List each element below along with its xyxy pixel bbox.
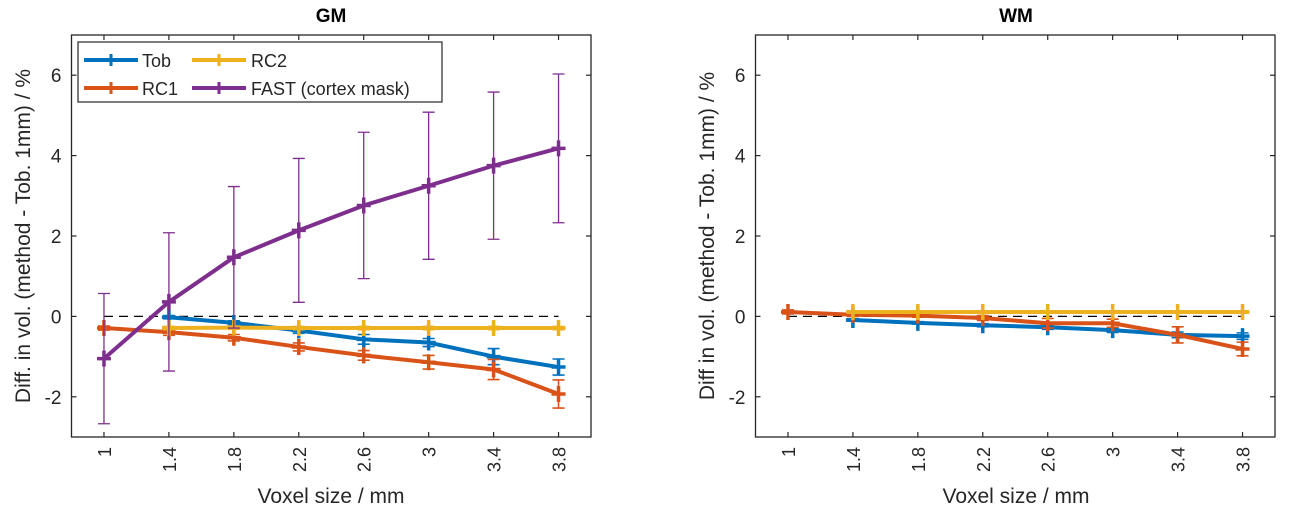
gm-point-fast-cortex-mask — [421, 177, 436, 194]
wm-x-tick-label: 2.2 — [974, 447, 994, 472]
wm-x-tick-label: 1.4 — [844, 447, 864, 472]
gm-y-tick-label: 6 — [51, 66, 62, 87]
wm-point-rc2 — [975, 303, 990, 320]
gm-point-tob — [551, 359, 566, 376]
wm-point-rc2 — [910, 303, 925, 320]
wm-y-tick-label: 4 — [735, 147, 746, 168]
wm-plot-area: 1 1.4 1.8 2.2 2.6 3 3.4 3.8 -2 0 2 4 6 — [729, 34, 1276, 472]
legend-marker-fast — [213, 82, 225, 94]
legend-marker-tob — [105, 54, 117, 66]
legend: Tob RC2 RC1 FAST (cortex mask) — [77, 41, 443, 103]
gm-y-tick-label: 2 — [51, 227, 62, 248]
gm-x-axis-label: Voxel size / mm — [257, 485, 404, 508]
gm-point-fast-cortex-mask — [486, 157, 501, 174]
legend-entry-rc2[interactable]: RC2 — [192, 51, 287, 71]
gm-y-axis-label: Diff. in vol. (method - Tob. 1mm) / % — [12, 69, 35, 403]
wm-x-tick-label: 3.4 — [1169, 447, 1189, 472]
wm-point-rc2 — [1105, 303, 1120, 320]
gm-series-fast-cortex-mask — [96, 73, 566, 425]
wm-title: WM — [999, 6, 1033, 27]
gm-point-fast-cortex-mask — [226, 249, 241, 266]
gm-x-tick-label: 3 — [420, 447, 440, 457]
legend-marker-rc1 — [105, 82, 117, 94]
wm-line-rc1 — [787, 309, 1243, 351]
gm-y-tick-label: -2 — [45, 388, 62, 409]
gm-title: GM — [316, 6, 347, 27]
legend-label-rc2: RC2 — [251, 51, 287, 71]
legend-entry-fast[interactable]: FAST (cortex mask) — [192, 79, 410, 99]
legend-label-tob: Tob — [142, 51, 171, 71]
wm-x-tick-label: 3.8 — [1234, 447, 1254, 472]
wm-axes-box — [754, 34, 1276, 438]
gm-panel: GM 1 1.4 1.8 2.2 2.6 3 3.4 3.8 -2 0 2 4 6 Voxel size… — [12, 6, 592, 508]
gm-point-rc1 — [421, 354, 436, 371]
gm-point-rc2 — [486, 320, 501, 337]
wm-panel: WM 1 1.4 1.8 2.2 2.6 3 3.4 3.8 -2 0 2 4 6 Voxel size… — [696, 6, 1276, 508]
gm-series-tob — [161, 309, 566, 376]
gm-point-fast-cortex-mask — [551, 140, 566, 157]
gm-x-tick-label: 1.8 — [225, 447, 245, 472]
gm-point-rc1 — [291, 338, 306, 355]
gm-point-rc2 — [421, 320, 436, 337]
gm-point-rc1 — [486, 361, 501, 378]
legend-entry-tob[interactable]: Tob — [84, 51, 171, 71]
gm-point-fast-cortex-mask — [161, 293, 176, 310]
gm-point-fast-cortex-mask — [356, 197, 371, 214]
gm-point-rc1 — [356, 347, 371, 364]
wm-point-rc2 — [1040, 303, 1055, 320]
legend-marker-rc2 — [213, 54, 225, 66]
legend-box — [77, 41, 443, 103]
wm-point-rc1 — [1170, 326, 1185, 343]
wm-point-rc2 — [845, 303, 860, 320]
wm-y-tick-label: 2 — [735, 227, 746, 248]
wm-y-tick-label: 0 — [735, 307, 746, 328]
wm-point-rc2 — [1235, 303, 1250, 320]
gm-x-tick-label: 2.6 — [355, 447, 375, 472]
legend-label-fast: FAST (cortex mask) — [251, 79, 410, 99]
gm-point-fast-cortex-mask — [96, 350, 111, 367]
gm-x-tick-label: 1 — [95, 447, 115, 457]
legend-entry-rc1[interactable]: RC1 — [84, 79, 178, 99]
wm-x-tick-label: 1.8 — [909, 447, 929, 472]
gm-x-tick-label: 3.8 — [550, 447, 570, 472]
gm-y-tick-label: 4 — [51, 147, 62, 168]
gm-x-tick-label: 2.2 — [290, 447, 310, 472]
wm-point-rc1 — [1235, 340, 1250, 357]
gm-x-tick-label: 1.4 — [160, 447, 180, 472]
wm-series-rc2 — [845, 303, 1250, 320]
gm-plot-area: 1 1.4 1.8 2.2 2.6 3 3.4 3.8 -2 0 2 4 6 — [45, 34, 592, 472]
gm-point-rc2 — [356, 320, 371, 337]
wm-x-axis-label: Voxel size / mm — [942, 485, 1089, 508]
wm-x-tick-label: 1 — [779, 447, 799, 457]
gm-y-tick-label: 0 — [51, 307, 62, 328]
gm-line-fast-cortex-mask — [102, 146, 560, 361]
wm-x-tick-label: 3 — [1104, 447, 1124, 457]
wm-y-axis-label: Diff in vol. (method - Tob. 1mm) / % — [696, 72, 719, 400]
wm-x-tick-label: 2.6 — [1039, 447, 1059, 472]
gm-point-fast-cortex-mask — [291, 222, 306, 239]
gm-line-rc1 — [103, 326, 560, 396]
gm-x-tick-label: 3.4 — [485, 447, 505, 472]
gm-point-rc1 — [551, 385, 566, 402]
wm-point-rc1 — [780, 303, 795, 320]
wm-point-rc2 — [1170, 303, 1185, 320]
legend-label-rc1: RC1 — [142, 79, 178, 99]
gm-point-rc2 — [551, 320, 566, 337]
gm-point-rc2 — [291, 320, 306, 337]
wm-y-tick-label: 6 — [735, 66, 746, 87]
gm-point-tob — [421, 334, 436, 351]
wm-y-tick-label: -2 — [729, 388, 746, 409]
